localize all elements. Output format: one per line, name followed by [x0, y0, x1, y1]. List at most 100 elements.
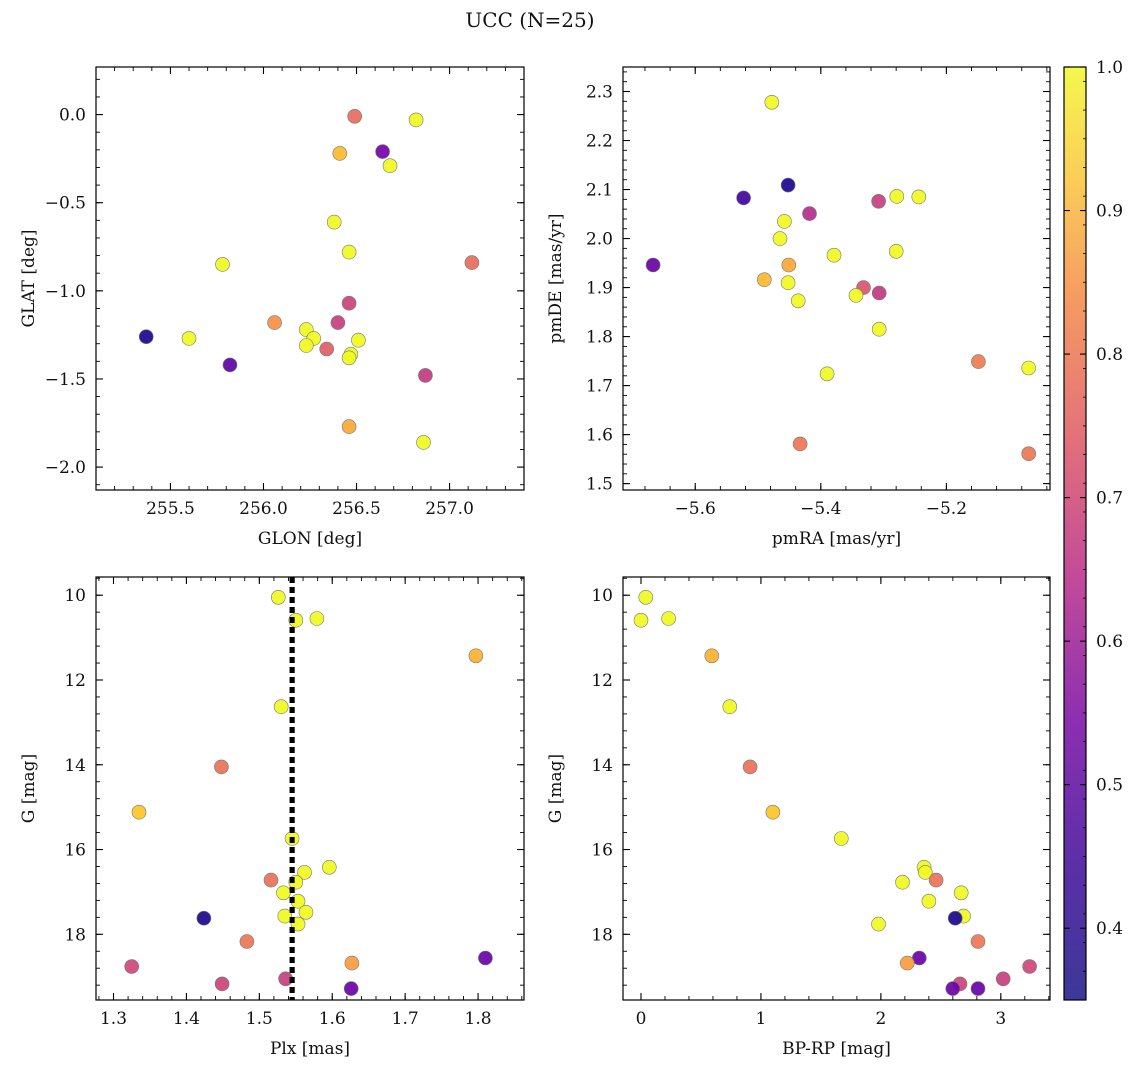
- y-tick-label: 16: [64, 841, 86, 861]
- x-tick-label: −5.6: [675, 499, 716, 519]
- data-point: [911, 189, 927, 205]
- data-point: [382, 158, 398, 173]
- data-point: [276, 885, 291, 901]
- data-point: [196, 910, 212, 926]
- data-point: [871, 321, 887, 337]
- y-tick-label: 10: [591, 586, 613, 606]
- data-point: [332, 146, 348, 161]
- data-point: [239, 934, 255, 949]
- data-point: [222, 357, 238, 373]
- x-tick-label: 0: [636, 1009, 647, 1029]
- data-point: [273, 699, 289, 715]
- y-axis-label: pmDE [mas/yr]: [546, 213, 566, 343]
- x-tick-label: 1.5: [246, 1009, 273, 1029]
- x-tick-label: 1.3: [100, 1009, 127, 1029]
- x-tick-label: 256.5: [332, 499, 381, 519]
- data-point: [928, 872, 944, 888]
- data-point: [781, 257, 797, 273]
- axis-ticks: [623, 577, 1050, 1000]
- axis-ticks: [96, 577, 524, 1000]
- colorbar-tick-label: 0.8: [1096, 345, 1123, 365]
- colorbar-tick-label: 1.0: [1096, 58, 1123, 78]
- data-point: [722, 699, 738, 715]
- data-point: [468, 648, 484, 664]
- data-point: [888, 244, 904, 259]
- x-tick-label: 1.8: [465, 1009, 492, 1029]
- y-tick-label: 0.0: [59, 106, 86, 126]
- y-tick-label: 2.3: [586, 83, 613, 103]
- data-point: [341, 350, 357, 366]
- y-axis-label: G [mag]: [19, 754, 39, 823]
- colorbar: 0.4 0.5 0.6 0.7 0.8 0.9 1.0: [1063, 58, 1123, 1001]
- scatter-points: [645, 95, 1036, 462]
- data-point: [344, 955, 360, 971]
- data-point: [297, 865, 312, 880]
- data-point: [321, 859, 337, 875]
- data-point: [416, 435, 431, 450]
- data-point: [214, 976, 230, 992]
- data-point: [138, 329, 154, 345]
- data-point: [947, 910, 963, 926]
- data-point: [1022, 959, 1037, 974]
- data-point: [215, 257, 230, 272]
- data-point: [764, 95, 780, 110]
- data-point: [995, 971, 1011, 987]
- y-tick-label: 12: [64, 671, 86, 691]
- data-point: [826, 247, 842, 263]
- y-tick-label: 1.5: [586, 475, 613, 495]
- data-point: [343, 981, 359, 996]
- x-tick-label: −5.4: [800, 499, 841, 519]
- data-point: [1021, 446, 1036, 462]
- data-point: [408, 112, 424, 128]
- colorbar-tick-label: 0.6: [1096, 632, 1123, 652]
- data-point: [341, 295, 357, 311]
- data-point: [833, 831, 849, 846]
- axis-ticks: [95, 67, 524, 490]
- axis-ticks: [623, 67, 1050, 490]
- data-point: [326, 214, 342, 230]
- x-axis-label: Plx [mas]: [270, 1039, 350, 1059]
- x-tick-label: 3: [995, 1009, 1006, 1029]
- data-point: [270, 589, 286, 605]
- data-point: [765, 804, 781, 820]
- data-point: [971, 354, 986, 369]
- data-point: [277, 908, 293, 924]
- data-point: [131, 804, 147, 820]
- data-point: [780, 177, 796, 193]
- scatter-points: [138, 109, 480, 450]
- data-point: [792, 436, 808, 452]
- data-point: [633, 612, 649, 628]
- panel-glon-glat: 255.5 256.0 256.5 257.0 −2.0 −1.5 −1.0 −0.5 0.0 G…: [19, 66, 525, 549]
- y-tick-label: 1.7: [586, 377, 613, 397]
- scatter-points: [633, 589, 1037, 996]
- data-point: [645, 257, 661, 273]
- data-point: [777, 214, 792, 229]
- data-point: [375, 144, 390, 159]
- data-point: [848, 288, 864, 303]
- x-axis-label: BP-RP [mag]: [782, 1039, 891, 1059]
- y-tick-label: 1.6: [586, 426, 613, 446]
- data-point: [330, 315, 346, 330]
- colorbar-tick-label: 0.4: [1096, 919, 1123, 939]
- y-tick-label: −0.5: [45, 194, 86, 214]
- y-axis-label: GLAT [deg]: [19, 229, 39, 327]
- colorbar-gradient: [1063, 66, 1087, 1001]
- data-point: [298, 338, 314, 353]
- y-tick-label: 14: [64, 756, 86, 776]
- data-point: [288, 612, 304, 628]
- data-point: [953, 885, 969, 901]
- data-point: [478, 950, 493, 966]
- axes-frame: [622, 576, 1051, 1001]
- data-point: [790, 293, 806, 309]
- data-point: [263, 872, 279, 888]
- data-point: [772, 231, 788, 246]
- data-point: [945, 981, 961, 996]
- x-tick-label: 2: [875, 1009, 886, 1029]
- data-point: [298, 904, 314, 920]
- y-tick-label: 10: [64, 586, 86, 606]
- y-tick-label: 2.1: [586, 181, 613, 201]
- data-point: [917, 865, 933, 880]
- data-point: [1021, 360, 1036, 376]
- colorbar-tick-label: 0.7: [1096, 489, 1123, 509]
